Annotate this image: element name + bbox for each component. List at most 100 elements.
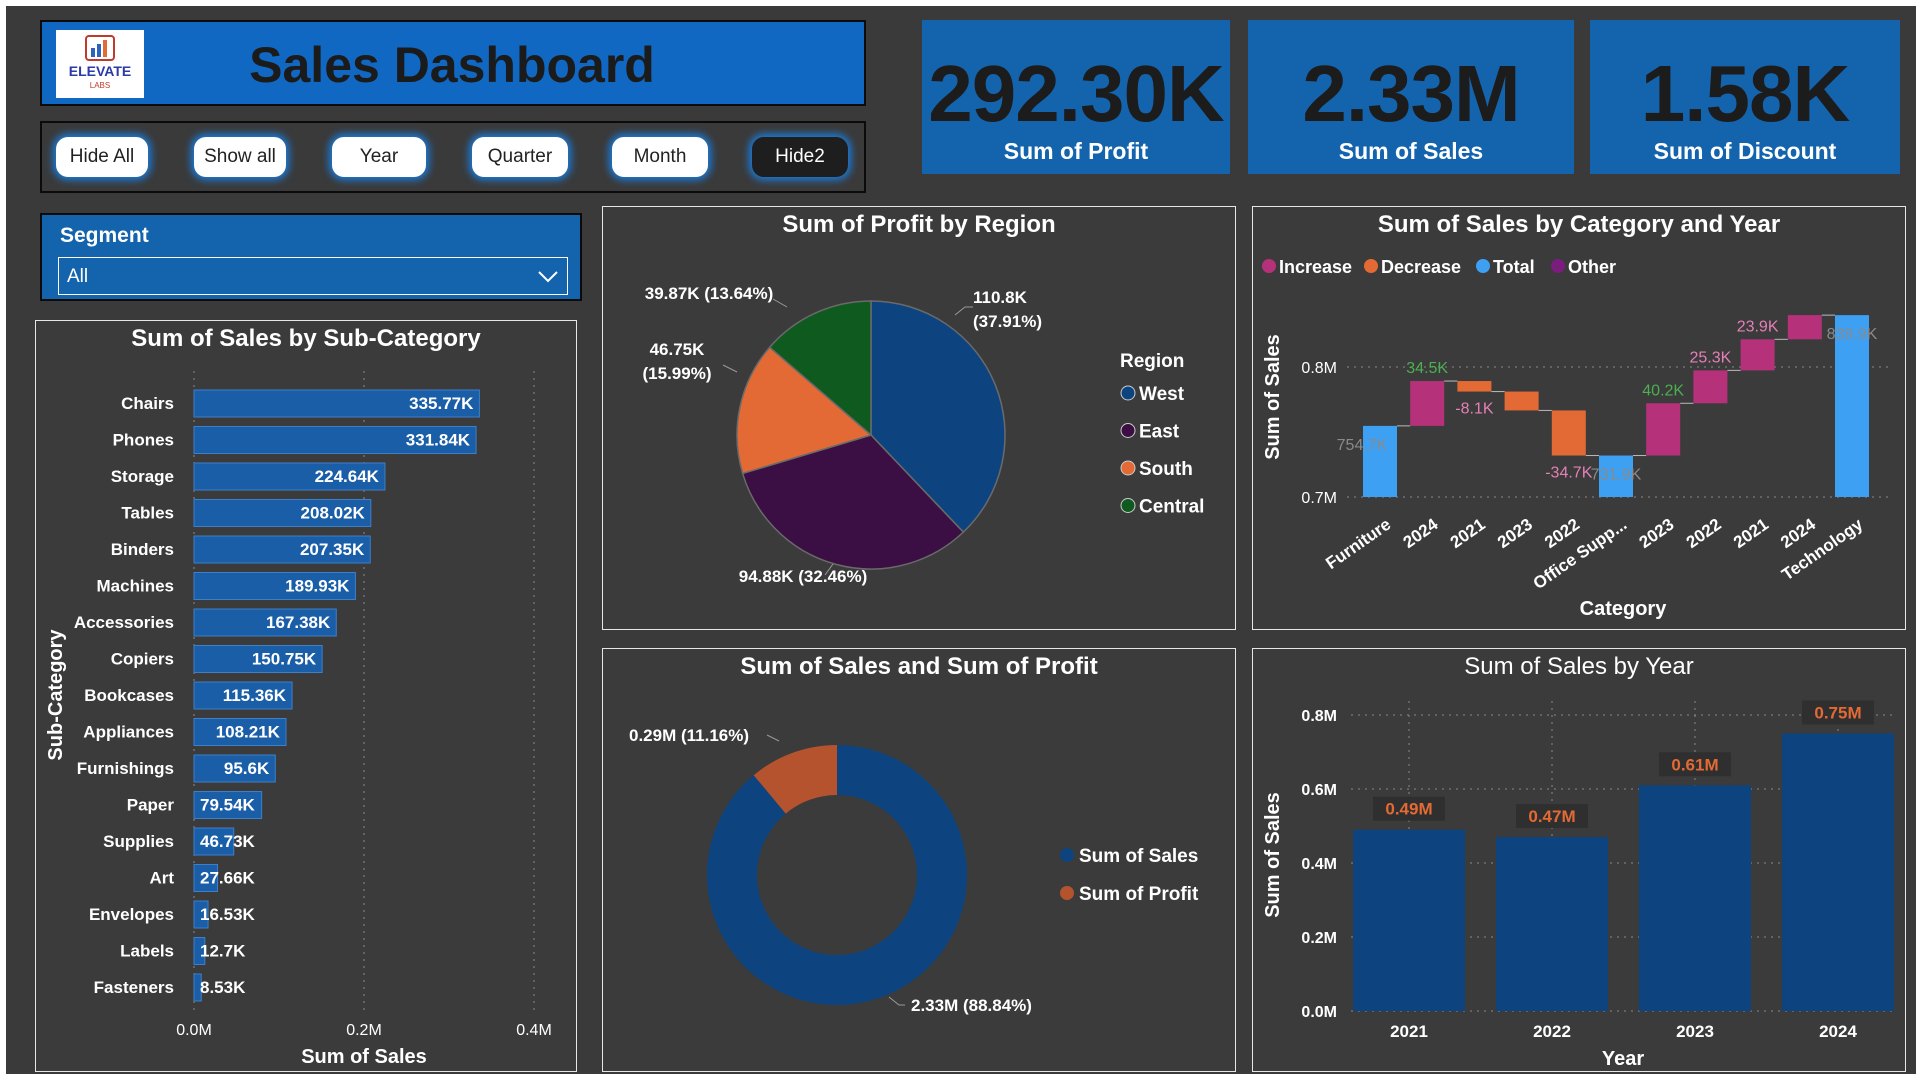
bar <box>193 572 356 600</box>
show-all-button[interactable]: Show all <box>194 137 286 177</box>
chart-title: Sum of Sales by Year <box>1464 653 1694 680</box>
category-label: Furnishings <box>77 759 174 778</box>
region-chart-panel: Sum of Profit by Region 110.8K (37.91%) 94… <box>602 206 1236 630</box>
chart-title: Sum of Sales by Category and Year <box>1377 211 1781 238</box>
data-label: 95.6K <box>224 759 270 778</box>
data-label: 224.64K <box>315 467 380 486</box>
legend-label: Increase <box>1279 257 1352 277</box>
donut-slice <box>707 745 967 1005</box>
hide2-button[interactable]: Hide2 <box>752 137 848 177</box>
y-tick-label: 0.6M <box>1301 782 1337 799</box>
leader-line <box>888 996 905 1006</box>
y-axis-title: Sub-Category <box>45 629 67 761</box>
chart-title: Sum of Profit by Region <box>782 211 1056 238</box>
segment-slicer: Segment All <box>40 213 582 301</box>
category-label: Art <box>149 869 174 888</box>
bar <box>193 389 480 418</box>
waterfall-chart-panel: Sum of Sales by Category and Year Increa… <box>1252 206 1906 630</box>
data-label-bg <box>1802 700 1874 725</box>
button-row: Hide All Show all Year Quarter Month Hid… <box>40 121 866 193</box>
bar <box>193 718 287 746</box>
segment-selected-value: All <box>67 266 89 287</box>
donut-chart-panel: Sum of Sales and Sum of Profit 2.33M (88… <box>602 648 1236 1072</box>
pie-slice <box>768 300 872 437</box>
legend-marker <box>1060 848 1074 862</box>
legend-marker <box>1120 423 1136 438</box>
quarter-button[interactable]: Quarter <box>472 137 568 177</box>
data-label: 25.3K <box>1689 349 1731 366</box>
leader-line <box>954 306 973 316</box>
data-label: 208.02K <box>301 504 366 523</box>
logo-graphic: ELEVATE LABS <box>69 35 131 90</box>
waterfall-bar <box>1740 339 1775 371</box>
data-label: 2.33M (88.84%) <box>911 996 1032 1015</box>
data-label: 23.9K <box>1737 318 1779 335</box>
x-axis-title: Category <box>1580 598 1668 620</box>
category-label: Paper <box>127 796 175 815</box>
waterfall-bar <box>1551 410 1586 456</box>
leader-line <box>772 298 788 308</box>
bar <box>1353 829 1465 1011</box>
data-label: 12.7K <box>200 942 246 961</box>
chevron-down-icon <box>538 271 558 283</box>
data-label: 0.29M (11.16%) <box>629 726 749 745</box>
data-label: 110.8K <box>973 288 1028 307</box>
data-label: 207.35K <box>300 540 365 559</box>
x-axis-title: Sum of Sales <box>301 1046 427 1068</box>
segment-dropdown[interactable]: All <box>58 257 568 295</box>
x-tick-label: 0.2M <box>346 1022 382 1039</box>
data-label: 108.21K <box>216 723 281 742</box>
category-label: Bookcases <box>84 686 174 705</box>
bar <box>193 791 263 819</box>
data-label: 754.7K <box>1337 437 1388 454</box>
legend-label: East <box>1139 422 1180 443</box>
region-pie-chart: 110.8K (37.91%) 94.88K (32.46%) 46.75K (15.9… <box>643 284 1205 586</box>
year-chart-panel: Sum of Sales by Year 0.0M 0.2M 0.4M 0.6M 0.8… <box>1252 648 1906 1072</box>
waterfall-bar <box>1504 391 1539 411</box>
data-label: 94.88K (32.46%) <box>739 567 868 586</box>
elevate-labs-logo: ELEVATE LABS <box>56 30 144 98</box>
data-label: 46.75K <box>650 340 706 359</box>
data-label: 0.61M <box>1671 755 1718 774</box>
data-label-bg <box>1516 804 1588 829</box>
hide-all-button[interactable]: Hide All <box>56 137 148 177</box>
x-tick-label: Furniture <box>1322 515 1394 573</box>
bar <box>193 608 337 637</box>
kpi-label: Sum of Sales <box>1338 138 1484 164</box>
legend-marker <box>1476 259 1490 273</box>
legend-label: South <box>1139 459 1193 480</box>
legend-label: Sum of Sales <box>1079 846 1198 867</box>
legend-marker <box>1262 259 1276 273</box>
waterfall-chart: Increase Decrease Total Other 0.7M 0.8M 754.7K… <box>1262 257 1893 620</box>
bar <box>193 535 371 564</box>
chart-title: Sum of Sales by Sub-Category <box>131 325 481 352</box>
x-tick-label: 0.4M <box>516 1022 552 1039</box>
x-tick-label: 2023 <box>1636 515 1678 552</box>
bar <box>193 645 323 673</box>
legend-label: Sum of Profit <box>1079 884 1199 905</box>
category-label: Appliances <box>83 723 174 742</box>
x-tick-label: 2021 <box>1730 515 1772 552</box>
pie-slice <box>741 434 965 570</box>
data-label: 40.2K <box>1642 382 1684 399</box>
page-title: Sales Dashboard <box>249 37 655 93</box>
month-button[interactable]: Month <box>612 137 708 177</box>
category-label: Labels <box>120 942 174 961</box>
waterfall-bar <box>1363 425 1397 497</box>
legend-marker <box>1120 498 1136 513</box>
waterfall-bar <box>1410 381 1445 426</box>
year-bar-chart: 0.0M 0.2M 0.4M 0.6M 0.8M 0.49M 2021 0.47M 2022 0.… <box>1262 700 1894 1070</box>
bar <box>1496 837 1608 1011</box>
x-tick-label: 2021 <box>1390 1022 1428 1041</box>
legend-marker <box>1551 259 1565 273</box>
data-label: (15.99%) <box>643 364 712 383</box>
category-label: Fasteners <box>94 978 174 997</box>
kpi-label: Sum of Discount <box>1653 138 1837 164</box>
x-tick-label: 2021 <box>1447 515 1489 552</box>
legend-label: Decrease <box>1381 257 1461 277</box>
year-button[interactable]: Year <box>332 137 426 177</box>
waterfall-bar <box>1646 403 1681 456</box>
x-tick-label: 0.0M <box>176 1022 212 1039</box>
data-label: 16.53K <box>200 905 256 924</box>
y-tick-label: 0.4M <box>1301 856 1337 873</box>
